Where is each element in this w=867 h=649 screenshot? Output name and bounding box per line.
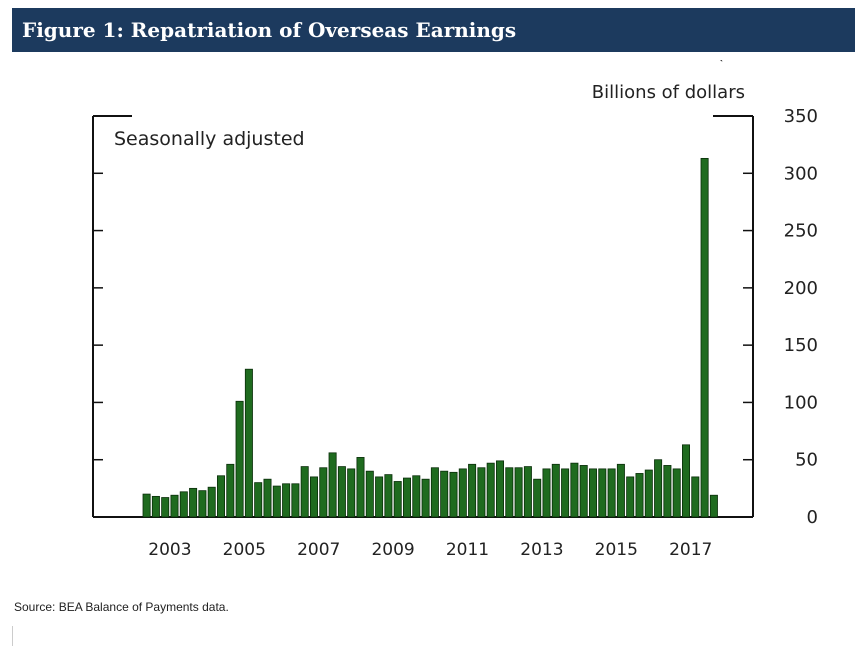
bar <box>402 477 411 518</box>
y-tick-label: 250 <box>784 221 818 242</box>
bar <box>216 475 225 518</box>
bar <box>207 486 216 518</box>
bar <box>626 476 635 518</box>
q1-callout-label: Q1 <box>715 60 731 63</box>
x-tick-label: 2015 <box>595 540 638 560</box>
bar <box>523 466 532 518</box>
bar <box>495 460 504 518</box>
bar <box>542 468 551 518</box>
bar <box>449 471 458 518</box>
bar <box>151 495 160 518</box>
bar <box>272 485 281 518</box>
bar <box>644 469 653 518</box>
bar <box>198 490 207 518</box>
bar <box>589 468 598 518</box>
bar <box>393 481 402 518</box>
bar <box>654 459 663 518</box>
bar <box>263 478 272 518</box>
bar <box>458 468 467 518</box>
bar <box>421 478 430 518</box>
bar <box>570 462 579 518</box>
bar <box>244 368 253 518</box>
x-tick-label: 2013 <box>520 540 563 560</box>
bar <box>682 444 691 518</box>
bar <box>709 494 718 518</box>
chart-frame <box>92 115 754 518</box>
bar <box>291 483 300 518</box>
y-tick-label: 200 <box>784 278 818 299</box>
bar <box>440 470 449 518</box>
bar <box>635 473 644 518</box>
bar <box>179 491 188 518</box>
bar <box>412 475 421 518</box>
bar <box>551 463 560 518</box>
bar <box>607 468 616 518</box>
y-tick-label: 100 <box>784 392 818 413</box>
bar <box>672 468 681 518</box>
bar <box>309 476 318 518</box>
bar <box>663 465 672 518</box>
bar-series <box>142 157 718 518</box>
bar <box>477 467 486 518</box>
bar <box>430 467 439 518</box>
bar <box>691 476 700 518</box>
y-tick-label: 350 <box>784 106 818 127</box>
divider <box>12 626 13 646</box>
source-note: Source: BEA Balance of Payments data. <box>14 600 229 614</box>
figure-title: Figure 1: Repatriation of Overseas Earni… <box>12 8 855 52</box>
bar <box>365 470 374 518</box>
bar <box>300 466 309 518</box>
y-axis: 0 50 100 150 200 250 300 350 <box>93 106 818 528</box>
bar <box>161 497 170 518</box>
x-axis: 2003 2005 2007 2009 2011 2013 2015 2017 <box>148 540 712 560</box>
bar <box>226 463 235 518</box>
x-tick-label: 2017 <box>669 540 712 560</box>
bar <box>533 478 542 518</box>
bar <box>189 487 198 518</box>
y-tick-label: 0 <box>807 507 818 528</box>
x-tick-label: 2011 <box>446 540 489 560</box>
bar <box>384 474 393 518</box>
bar <box>375 476 384 518</box>
x-tick-label: 2009 <box>371 540 414 560</box>
bar <box>616 463 625 518</box>
bar <box>598 468 607 518</box>
bar <box>170 494 179 518</box>
bar <box>347 468 356 518</box>
x-tick-label: 2003 <box>148 540 191 560</box>
bar <box>235 400 244 518</box>
x-tick-label: 2005 <box>223 540 266 560</box>
bar <box>505 467 514 518</box>
bar <box>328 452 337 518</box>
bar <box>356 457 365 518</box>
y-tick-label: 150 <box>784 335 818 356</box>
bar <box>700 157 709 518</box>
bar <box>254 482 263 518</box>
y-axis-unit-label: Billions of dollars <box>592 82 745 103</box>
bar <box>561 468 570 518</box>
bar <box>319 467 328 518</box>
bar <box>579 465 588 518</box>
x-tick-label: 2007 <box>297 540 340 560</box>
bar <box>142 493 151 518</box>
y-tick-label: 50 <box>795 450 818 471</box>
bar <box>337 466 346 518</box>
bar <box>468 463 477 518</box>
seasonally-adjusted-note: Seasonally adjusted <box>114 128 305 150</box>
bar <box>486 462 495 518</box>
y-tick-label: 300 <box>784 163 818 184</box>
bar <box>282 483 291 518</box>
bar <box>514 467 523 518</box>
